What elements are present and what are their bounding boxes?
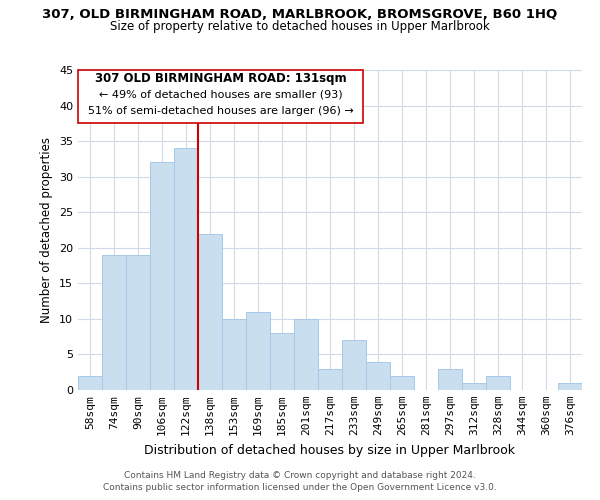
Bar xyxy=(126,255,150,390)
Bar xyxy=(558,383,582,390)
Bar xyxy=(294,319,318,390)
Bar xyxy=(102,255,126,390)
Bar xyxy=(462,383,486,390)
Bar xyxy=(342,340,366,390)
Bar xyxy=(438,368,462,390)
Bar xyxy=(246,312,270,390)
Bar xyxy=(222,319,246,390)
Bar xyxy=(78,376,102,390)
Y-axis label: Number of detached properties: Number of detached properties xyxy=(40,137,53,323)
Text: ← 49% of detached houses are smaller (93): ← 49% of detached houses are smaller (93… xyxy=(99,89,343,99)
Bar xyxy=(198,234,222,390)
Text: 51% of semi-detached houses are larger (96) →: 51% of semi-detached houses are larger (… xyxy=(88,106,353,116)
Text: Contains HM Land Registry data © Crown copyright and database right 2024.: Contains HM Land Registry data © Crown c… xyxy=(124,471,476,480)
FancyBboxPatch shape xyxy=(78,70,363,123)
Text: 307, OLD BIRMINGHAM ROAD, MARLBROOK, BROMSGROVE, B60 1HQ: 307, OLD BIRMINGHAM ROAD, MARLBROOK, BRO… xyxy=(43,8,557,20)
Bar xyxy=(390,376,414,390)
Bar xyxy=(150,162,174,390)
Text: Contains public sector information licensed under the Open Government Licence v3: Contains public sector information licen… xyxy=(103,484,497,492)
Bar xyxy=(366,362,390,390)
Bar xyxy=(486,376,510,390)
Bar xyxy=(318,368,342,390)
Text: Size of property relative to detached houses in Upper Marlbrook: Size of property relative to detached ho… xyxy=(110,20,490,33)
X-axis label: Distribution of detached houses by size in Upper Marlbrook: Distribution of detached houses by size … xyxy=(145,444,515,456)
Bar xyxy=(174,148,198,390)
Text: 307 OLD BIRMINGHAM ROAD: 131sqm: 307 OLD BIRMINGHAM ROAD: 131sqm xyxy=(95,72,346,85)
Bar xyxy=(270,333,294,390)
